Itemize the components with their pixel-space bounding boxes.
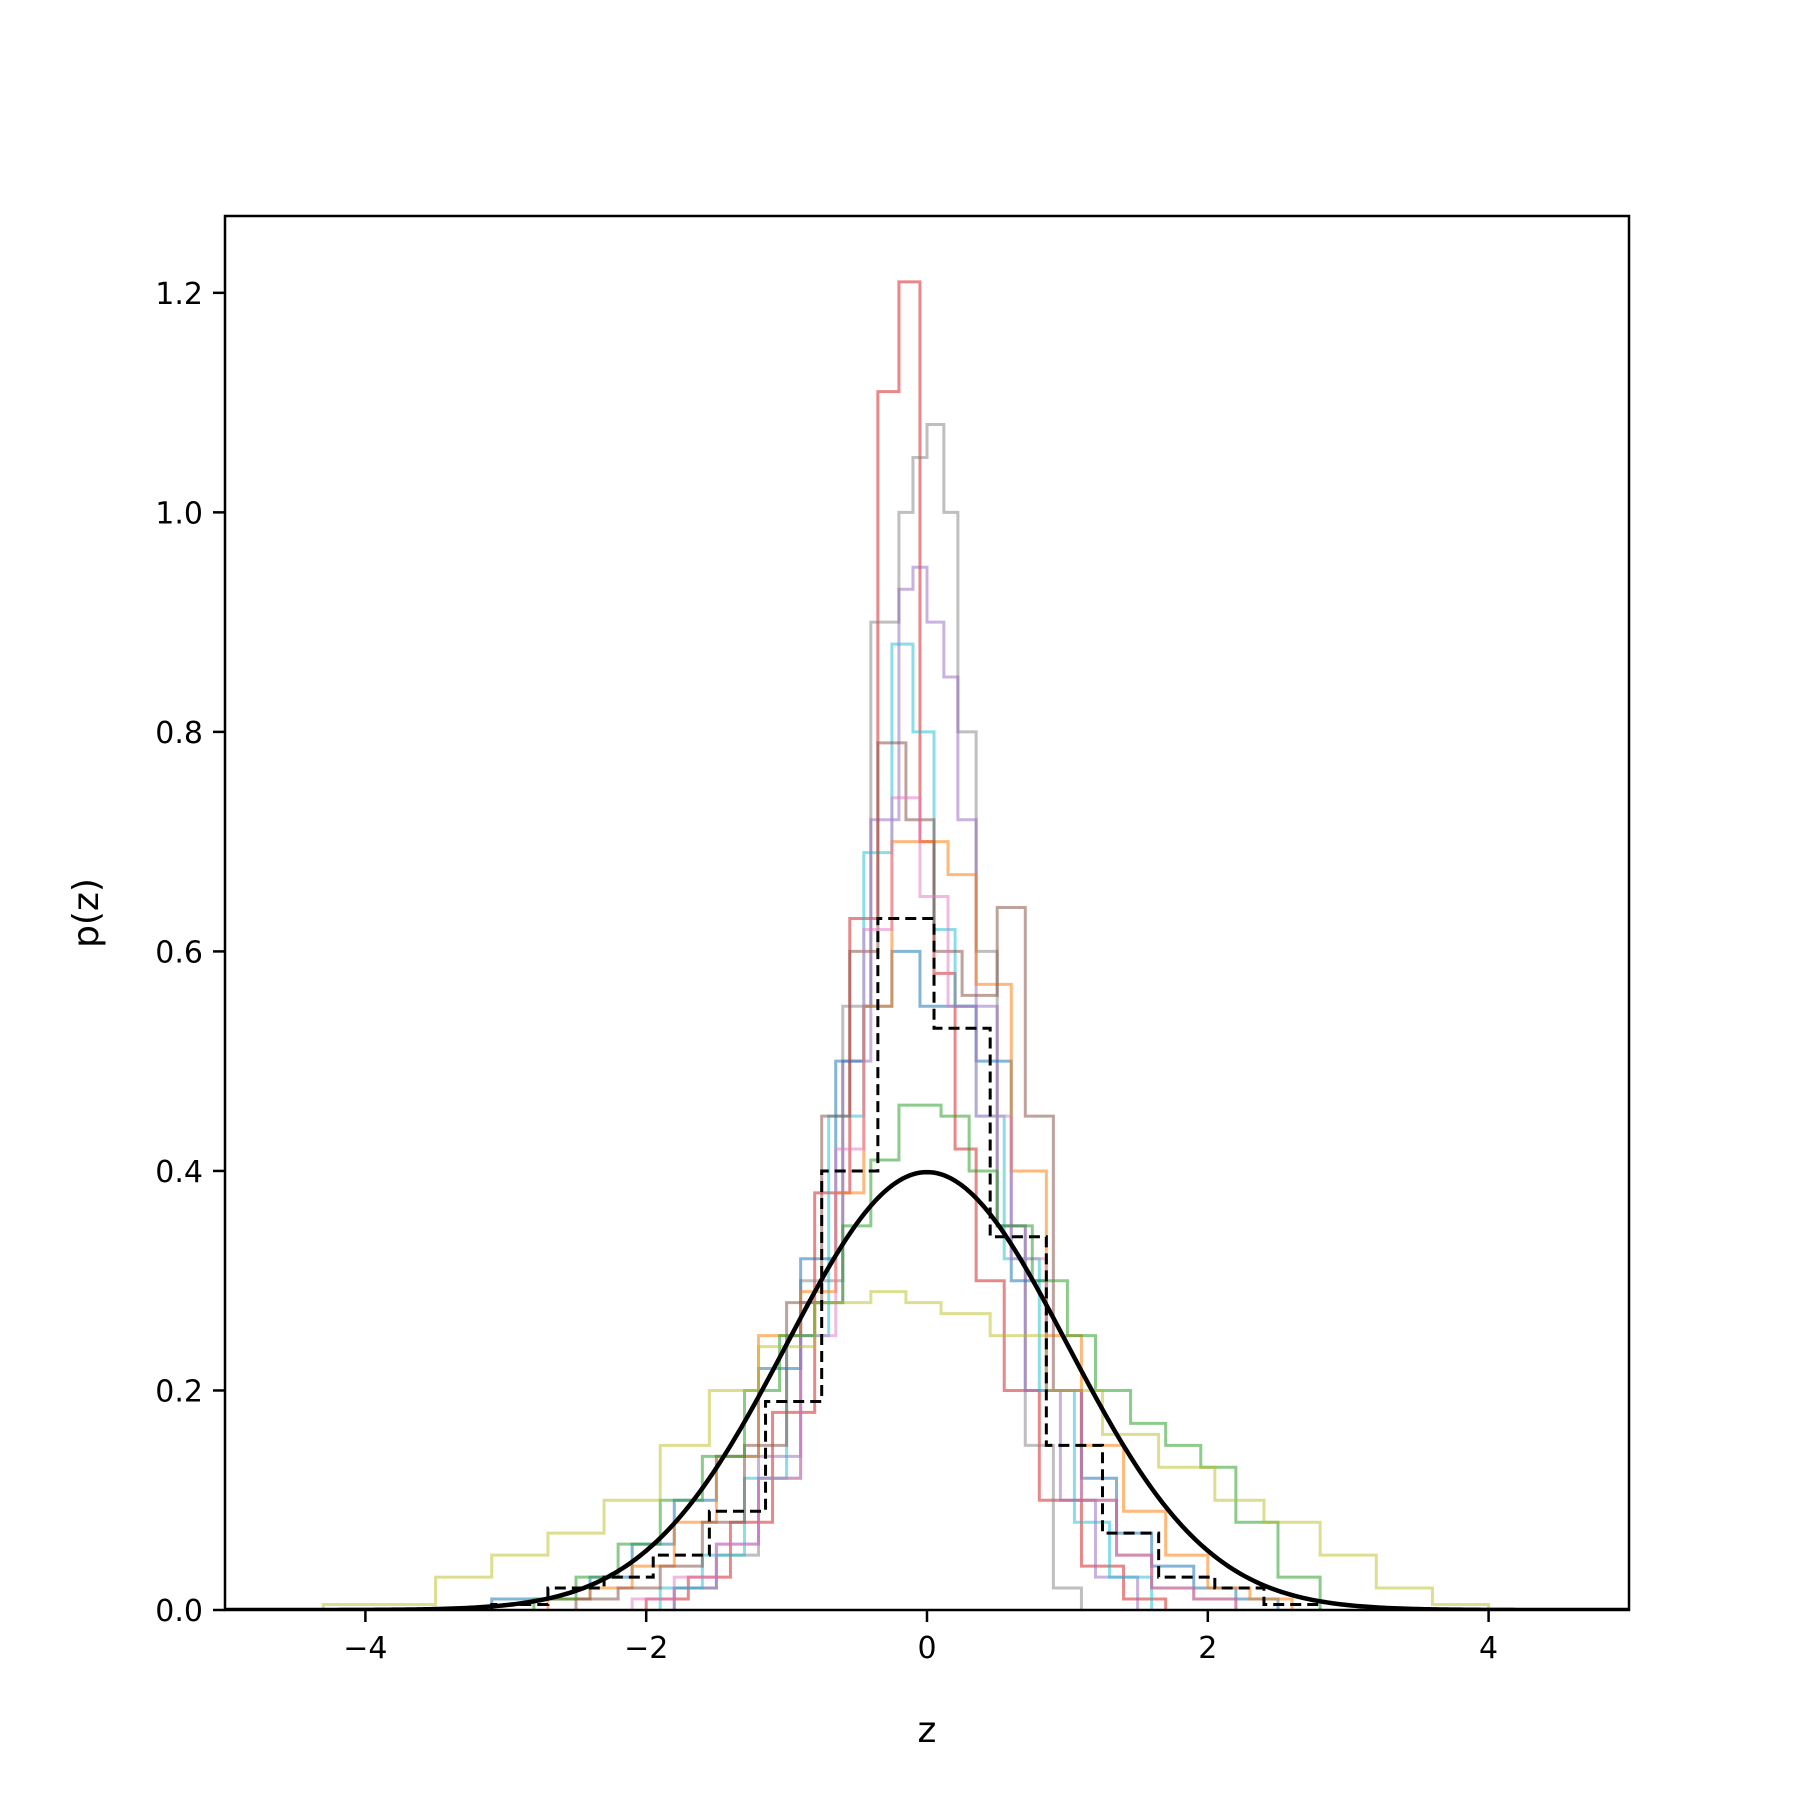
y-axis-label: p(z) — [66, 878, 107, 948]
x-axis: −4 −2 0 2 4 — [343, 1610, 1498, 1666]
y-tick-label: 0.8 — [155, 716, 203, 751]
plot-area — [225, 280, 1629, 1610]
y-tick-label: 0.0 — [155, 1594, 203, 1629]
x-tick-label: 2 — [1198, 1631, 1217, 1666]
x-tick-label: 0 — [917, 1631, 936, 1666]
histogram-series-9 — [532, 1103, 1322, 1610]
y-tick-label: 1.0 — [155, 496, 203, 531]
y-tick-label: 0.6 — [155, 935, 203, 970]
y-axis: 0.0 0.2 0.4 0.6 0.8 1.0 1.2 — [155, 277, 225, 1629]
y-tick-label: 0.4 — [155, 1155, 203, 1190]
histogram-series-5 — [490, 949, 1280, 1610]
x-tick-label: 4 — [1479, 1631, 1498, 1666]
histogram-series-10 — [321, 1290, 1491, 1610]
x-axis-label: z — [918, 1710, 937, 1751]
y-tick-label: 1.2 — [155, 277, 203, 312]
normal-pdf-curve — [225, 1169, 1629, 1610]
histogram-series-8 — [630, 796, 1238, 1610]
x-tick-label: −4 — [343, 1631, 387, 1666]
y-tick-label: 0.2 — [155, 1374, 203, 1409]
x-tick-label: −2 — [624, 1631, 668, 1666]
